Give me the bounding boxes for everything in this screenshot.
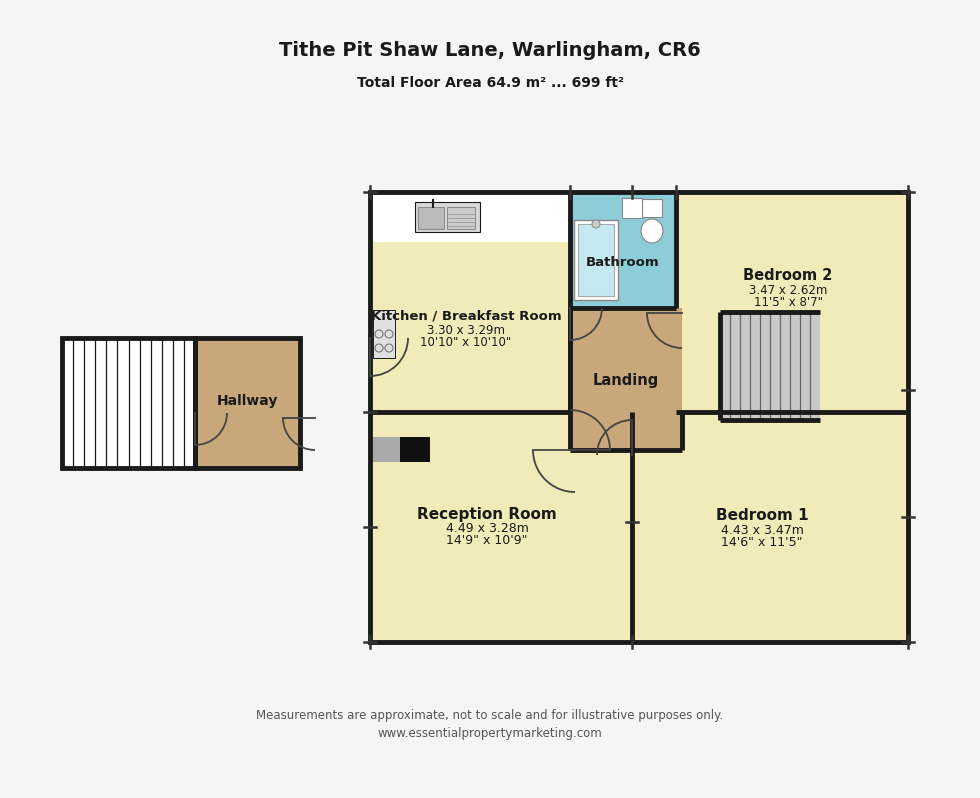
Circle shape — [592, 220, 600, 228]
Text: Total Floor Area 64.9 m² ... 699 ft²: Total Floor Area 64.9 m² ... 699 ft² — [357, 76, 623, 90]
Text: Hallway: Hallway — [217, 394, 277, 408]
Bar — [578, 224, 614, 296]
Bar — [400, 437, 430, 462]
Text: Measurements are approximate, not to scale and for illustrative purposes only.: Measurements are approximate, not to sca… — [257, 709, 723, 722]
Bar — [370, 192, 570, 242]
Bar — [676, 192, 908, 412]
Bar — [62, 338, 195, 468]
Ellipse shape — [641, 219, 663, 243]
Bar — [720, 312, 820, 420]
Bar — [370, 192, 908, 642]
Text: Reception Room: Reception Room — [417, 507, 557, 522]
Bar — [570, 308, 682, 450]
Bar — [574, 220, 618, 300]
Text: Landing: Landing — [593, 373, 660, 388]
Bar — [370, 437, 400, 462]
Bar — [415, 202, 480, 232]
Bar — [642, 199, 662, 217]
Text: 4.49 x 3.28m: 4.49 x 3.28m — [446, 522, 528, 535]
Bar — [62, 338, 195, 468]
Bar — [447, 207, 475, 229]
Text: 14'6" x 11'5": 14'6" x 11'5" — [721, 536, 803, 550]
Bar — [622, 198, 642, 218]
Bar — [370, 412, 632, 642]
Text: Tithe Pit Shaw Lane, Warlingham, CR6: Tithe Pit Shaw Lane, Warlingham, CR6 — [279, 41, 701, 60]
Text: 4.43 x 3.47m: 4.43 x 3.47m — [720, 523, 804, 536]
Text: 3.47 x 2.62m: 3.47 x 2.62m — [749, 283, 827, 297]
Bar — [632, 412, 908, 642]
Text: 14'9" x 10'9": 14'9" x 10'9" — [446, 535, 528, 547]
Bar — [195, 338, 300, 468]
Bar — [370, 192, 570, 412]
Text: Bedroom 1: Bedroom 1 — [715, 508, 808, 523]
Bar — [570, 192, 676, 308]
Text: Kitchen / Breakfast Room: Kitchen / Breakfast Room — [370, 310, 562, 322]
Text: www.essentialpropertymarketing.com: www.essentialpropertymarketing.com — [377, 726, 603, 740]
Bar — [195, 338, 300, 468]
Text: 10'10" x 10'10": 10'10" x 10'10" — [420, 337, 512, 350]
Bar — [373, 310, 395, 358]
Bar — [418, 207, 444, 229]
Text: Bedroom 2: Bedroom 2 — [743, 268, 833, 283]
Text: Bathroom: Bathroom — [586, 256, 660, 270]
Text: 3.30 x 3.29m: 3.30 x 3.29m — [427, 323, 505, 337]
Text: 11'5" x 8'7": 11'5" x 8'7" — [754, 297, 822, 310]
